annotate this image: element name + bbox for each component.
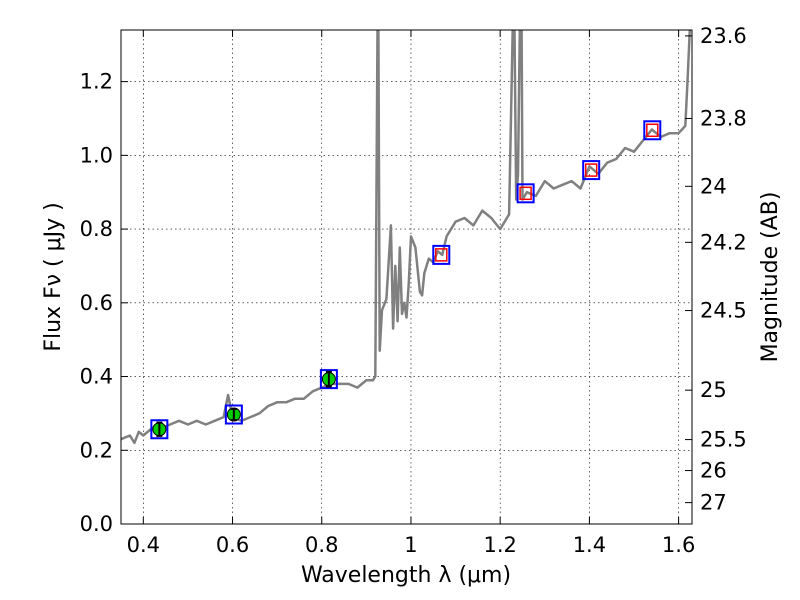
model-flux-box (435, 248, 448, 262)
y-tick-label: 0.0 (80, 512, 113, 536)
x-tick-label: 1 (404, 533, 417, 557)
y2-axis-label: Magnitude (AB) (758, 192, 783, 363)
x-tick-label: 0.8 (305, 533, 338, 557)
plot-background (121, 30, 692, 524)
filter-square (582, 160, 601, 181)
model-flux-box (646, 123, 659, 138)
y-tick-label: 0.8 (80, 217, 113, 241)
y-axis: 0.0 0.2 0.4 0.6 0.8 1.0 1.2 (80, 70, 128, 536)
y2-tick-label: 24.2 (700, 230, 747, 254)
y2-tick-label: 24 (700, 174, 727, 198)
filter-square (643, 120, 662, 141)
x-tick-label: 0.4 (127, 533, 160, 557)
y-tick-label: 1.0 (80, 143, 113, 167)
filter-square (432, 244, 451, 265)
y-axis-label: Flux Fν ( μJy ) (41, 202, 66, 351)
y-tick-label: 1.2 (80, 70, 113, 94)
model-flux-box (584, 163, 598, 177)
x-axis: 0.4 0.6 0.8 1 1.2 1.4 1.6 (127, 30, 695, 557)
x-tick-label: 1.4 (573, 533, 606, 557)
y2-tick-label: 24.5 (700, 299, 747, 323)
plot-frame (120, 29, 693, 525)
y2-tick-label: 26 (700, 459, 727, 483)
filter-square (319, 369, 338, 390)
x-tick-label: 1.6 (662, 533, 695, 557)
model-flux-box (519, 186, 532, 201)
y2-tick-label: 25 (700, 378, 727, 402)
x-tick-label: 1.2 (483, 533, 516, 557)
x-tick-label: 0.6 (216, 533, 249, 557)
y-tick-label: 0.6 (80, 291, 113, 315)
y-tick-label: 0.4 (80, 365, 113, 389)
y2-axis: 23.6 23.8 24 24.2 24.5 25 25.5 26 27 (685, 24, 747, 515)
filter-square (224, 404, 243, 425)
y-tick-label: 0.2 (80, 438, 113, 462)
y2-tick-label: 25.5 (700, 428, 747, 452)
y2-tick-label: 27 (700, 491, 727, 515)
y2-tick-label: 23.8 (700, 106, 747, 130)
filter-square (516, 183, 535, 204)
filter-square (150, 419, 169, 440)
photometry-markers (150, 120, 662, 440)
x-axis-label: Wavelength λ (μm) (301, 563, 511, 588)
y2-tick-label: 23.6 (700, 24, 747, 48)
